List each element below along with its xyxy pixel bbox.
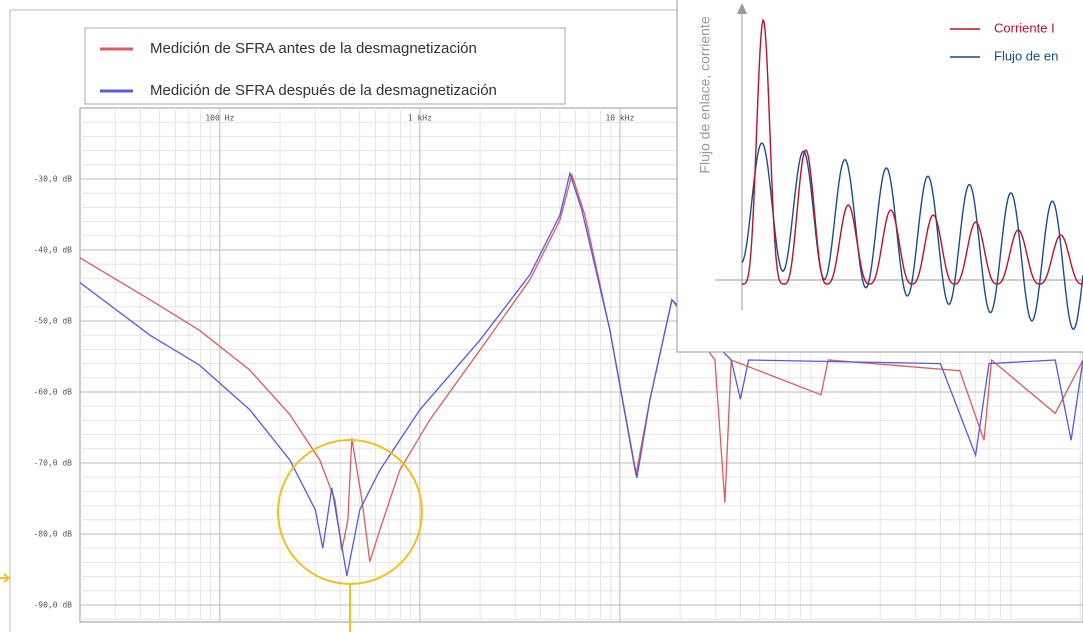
inset-box xyxy=(676,0,1083,353)
inset-current-curve xyxy=(742,18,1083,285)
inset-legend-label: Corriente I xyxy=(994,20,1055,35)
series-line xyxy=(79,170,1083,577)
x-tick-label: 100 Hz xyxy=(205,114,234,123)
y-tick-label: -40,0 dB xyxy=(33,245,72,254)
highlight xyxy=(0,439,423,632)
legend-label: Medición de SFRA antes de la desmagnetiz… xyxy=(150,40,477,57)
y-tick-label: -60,0 dB xyxy=(33,387,72,396)
legend-box xyxy=(84,27,566,105)
y-tick-label: -50,0 dB xyxy=(33,316,72,325)
inset-y-label: Flujo de enlace, corriente xyxy=(697,16,713,173)
inset-legend-label: Flujo de en xyxy=(994,48,1058,63)
x-tick-label: 10 kHz xyxy=(605,114,634,123)
y-tick-label: -90,0 dB xyxy=(33,600,72,609)
x-tick-label: 1 kHz xyxy=(408,114,432,123)
highlight-arrow xyxy=(0,573,11,583)
series-line xyxy=(79,172,1083,562)
y-tick-label: -30,0 dB xyxy=(33,174,72,183)
inset-arrow xyxy=(737,3,747,14)
inset-flux-curve xyxy=(741,142,1083,330)
legend-label: Medición de SFRA después de la desmagnet… xyxy=(150,82,497,99)
y-tick-label: -80,0 dB xyxy=(33,529,72,538)
y-tick-label: -70,0 dB xyxy=(33,458,72,467)
